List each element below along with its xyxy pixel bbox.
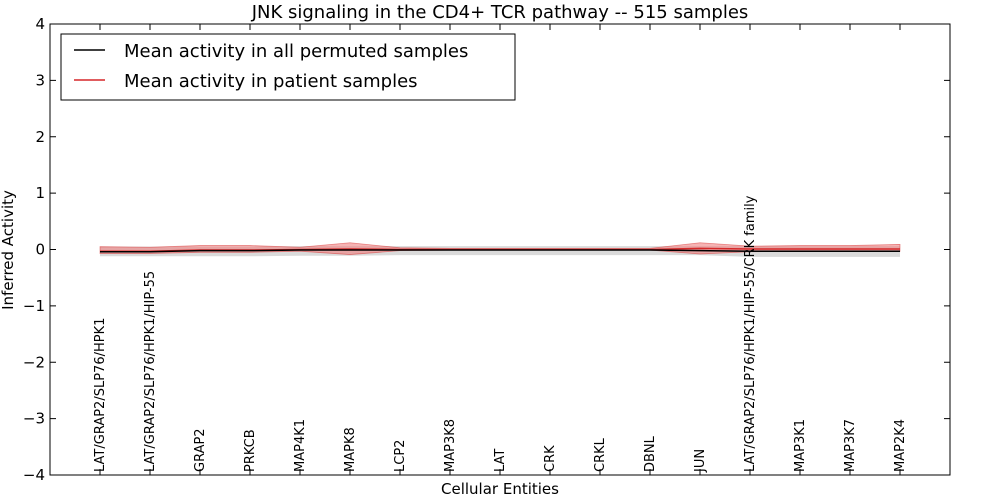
y-tick-label: −3 (23, 410, 45, 428)
y-tick-label: 4 (35, 15, 45, 33)
x-tick-label: LAT/GRAP2/SLP76/HPK1/HIP-55/CRK family (743, 195, 758, 472)
legend-box (60, 33, 516, 101)
y-tick-label: −4 (23, 466, 45, 484)
x-tick-label: MAP3K8 (443, 419, 458, 472)
x-tick-label: MAP2K4 (893, 419, 908, 472)
y-tick-label: 2 (35, 128, 45, 146)
y-axis-label: Inferred Activity (0, 190, 17, 310)
y-tick-label: 0 (35, 241, 45, 259)
legend-label-patient: Mean activity in patient samples (124, 71, 418, 92)
y-tick-label: −2 (23, 353, 45, 371)
x-tick-label: MAP3K7 (843, 419, 858, 472)
x-tick-label: LAT/GRAP2/SLP76/HPK1/HIP-55 (143, 271, 158, 472)
chart-title: JNK signaling in the CD4+ TCR pathway --… (251, 2, 749, 23)
x-tick-label: CRKL (593, 437, 608, 472)
legend: Mean activity in all permuted samples Me… (60, 33, 516, 101)
x-axis: LAT/GRAP2/SLP76/HPK1 LAT/GRAP2/SLP76/HPK1… (93, 24, 908, 475)
x-tick-label: MAP4K1 (293, 419, 308, 472)
x-tick-label: MAP3K1 (793, 419, 808, 472)
x-tick-label: LAT/GRAP2/SLP76/HPK1 (93, 318, 108, 472)
x-tick-label: LAT (493, 449, 508, 472)
y-tick-label: 1 (35, 184, 45, 202)
line-permuted (100, 249, 900, 253)
x-tick-label: DBNL (643, 435, 658, 472)
y-axis: −4 −3 −2 −1 0 1 2 3 4 (23, 15, 950, 484)
x-tick-label: MAPK8 (343, 427, 358, 472)
x-tick-label: GRAP2 (193, 428, 208, 472)
x-tick-label: PRKCB (243, 429, 258, 472)
x-tick-label: CRK (543, 445, 558, 472)
y-tick-label: −1 (23, 297, 45, 315)
x-tick-label: LCP2 (393, 440, 408, 472)
x-tick-label: JUN (693, 449, 708, 473)
series-lines (100, 247, 900, 253)
y-tick-label: 3 (35, 71, 45, 89)
x-axis-label: Cellular Entities (441, 480, 559, 498)
legend-label-permuted: Mean activity in all permuted samples (124, 41, 468, 62)
